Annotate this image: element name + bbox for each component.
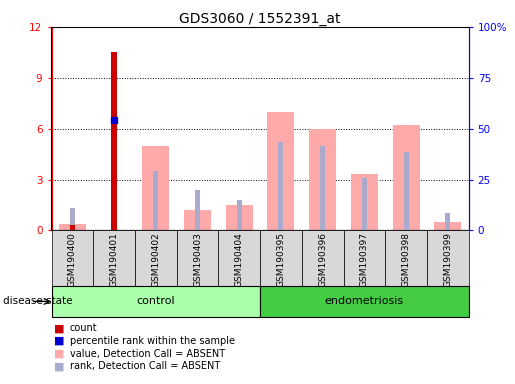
Text: GSM190396: GSM190396 bbox=[318, 232, 327, 287]
Title: GDS3060 / 1552391_at: GDS3060 / 1552391_at bbox=[179, 12, 341, 26]
Bar bbox=[445, 214, 450, 230]
Bar bbox=[70, 225, 75, 230]
Bar bbox=[52, 230, 93, 286]
Text: ■: ■ bbox=[54, 336, 64, 346]
Text: GSM190404: GSM190404 bbox=[235, 232, 244, 287]
Text: GSM190403: GSM190403 bbox=[193, 232, 202, 287]
Bar bbox=[260, 230, 302, 286]
Bar bbox=[351, 174, 378, 230]
Bar bbox=[111, 52, 117, 230]
Bar bbox=[142, 146, 169, 230]
Bar bbox=[218, 230, 260, 286]
Text: ■: ■ bbox=[54, 323, 64, 333]
Bar bbox=[184, 210, 211, 230]
Bar bbox=[226, 205, 253, 230]
Bar bbox=[52, 286, 260, 317]
Bar bbox=[59, 225, 86, 230]
Text: GSM190399: GSM190399 bbox=[443, 232, 452, 287]
Bar bbox=[434, 222, 461, 230]
Text: count: count bbox=[70, 323, 97, 333]
Text: ■: ■ bbox=[54, 361, 64, 371]
Text: endometriosis: endometriosis bbox=[325, 296, 404, 306]
Bar bbox=[70, 209, 75, 230]
Bar bbox=[93, 230, 135, 286]
Text: ■: ■ bbox=[54, 349, 64, 359]
Text: GSM190400: GSM190400 bbox=[68, 232, 77, 287]
Text: percentile rank within the sample: percentile rank within the sample bbox=[70, 336, 234, 346]
Bar bbox=[404, 152, 408, 230]
Text: GSM190395: GSM190395 bbox=[277, 232, 285, 287]
Bar bbox=[153, 171, 158, 230]
Text: rank, Detection Call = ABSENT: rank, Detection Call = ABSENT bbox=[70, 361, 220, 371]
Bar bbox=[267, 112, 295, 230]
Bar bbox=[320, 146, 325, 230]
Bar bbox=[135, 230, 177, 286]
Bar bbox=[195, 190, 200, 230]
Bar bbox=[309, 129, 336, 230]
Bar bbox=[302, 230, 344, 286]
Bar bbox=[362, 178, 367, 230]
Text: GSM190401: GSM190401 bbox=[110, 232, 118, 287]
Text: GSM190398: GSM190398 bbox=[402, 232, 410, 287]
Bar bbox=[385, 230, 427, 286]
Bar bbox=[260, 286, 469, 317]
Bar bbox=[392, 125, 420, 230]
Text: GSM190397: GSM190397 bbox=[360, 232, 369, 287]
Bar bbox=[279, 142, 283, 230]
Bar bbox=[237, 200, 242, 230]
Text: GSM190402: GSM190402 bbox=[151, 232, 160, 287]
Text: disease state: disease state bbox=[3, 296, 72, 306]
Text: control: control bbox=[136, 296, 175, 306]
Bar bbox=[344, 230, 385, 286]
Text: value, Detection Call = ABSENT: value, Detection Call = ABSENT bbox=[70, 349, 225, 359]
Bar bbox=[177, 230, 218, 286]
Bar bbox=[427, 230, 469, 286]
